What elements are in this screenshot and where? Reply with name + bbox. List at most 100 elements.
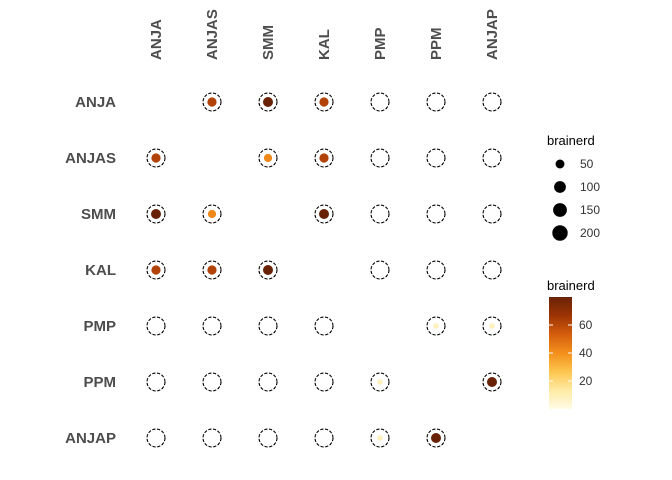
column-label-ppm: PPM [428,27,445,60]
cell-ppm-pmp [370,372,390,392]
cell-ppm-anjap [482,372,502,392]
cell-ring [370,92,390,112]
size-legend-dot [553,203,567,217]
cell-anja-anjap [482,92,502,112]
cell-ring [314,148,334,168]
cell-dot [151,153,161,163]
cell-ring [314,316,334,336]
cell-dot [377,435,383,441]
cell-dot [151,209,161,219]
cell-ring [426,148,446,168]
cell-kal-anjas [202,260,222,280]
cell-ppm-kal [314,372,334,392]
cell-dot [487,377,497,387]
cell-smm-anjas [202,204,222,224]
cell-dot [263,97,273,107]
cell-anja-smm [258,92,278,112]
color-legend-label: 20 [579,374,593,388]
cell-ring [202,316,222,336]
cell-ring [314,372,334,392]
size-legend-label: 100 [580,180,600,194]
cell-dot [207,209,217,219]
cell-anjap-anja [146,428,166,448]
cell-smm-anjap [482,204,502,224]
cell-ring [146,204,166,224]
color-legend-title: brainerd [547,278,595,293]
cell-ring [314,92,334,112]
cell-ring [482,316,502,336]
cell-kal-anjap [482,260,502,280]
cell-ring [482,204,502,224]
size-legend-dot [552,225,568,241]
cell-anja-anjas [202,92,222,112]
cell-pmp-anja [146,316,166,336]
size-legend-label: 200 [580,226,600,240]
cell-pmp-kal [314,316,334,336]
cell-smm-pmp [370,204,390,224]
column-label-anjap: ANJAP [484,9,501,60]
cell-anjas-anja [146,148,166,168]
cell-ring [258,92,278,112]
size-legend-label: 150 [580,203,600,217]
row-labels: ANJA ANJAS SMM KAL PMP PPM ANJAP [65,94,116,447]
cell-ring [482,260,502,280]
cell-ring [370,428,390,448]
cell-dot [377,379,383,385]
color-legend-label: 60 [579,318,593,332]
cell-dot [489,323,495,329]
cell-ring [146,428,166,448]
cell-ring [146,260,166,280]
cell-dot [151,265,161,275]
cell-anjap-ppm [426,428,446,448]
cell-ring [146,148,166,168]
column-label-pmp: PMP [372,27,389,60]
cell-ppm-anjas [202,372,222,392]
column-label-kal: KAL [316,29,333,60]
cell-anja-pmp [370,92,390,112]
cell-ring [258,316,278,336]
cell-anjas-pmp [370,148,390,168]
cell-kal-smm [258,260,278,280]
color-legend: brainerd 20 40 60 [547,278,595,409]
column-label-anjas: ANJAS [204,9,221,60]
cell-ring [370,148,390,168]
cell-dot [263,265,273,275]
cell-anjap-anjas [202,428,222,448]
cell-ring [426,204,446,224]
cell-pmp-smm [258,316,278,336]
size-legend: brainerd 50 100 150 200 [547,133,600,241]
cell-dot [433,323,439,329]
cell-anjap-smm [258,428,278,448]
cell-ppm-smm [258,372,278,392]
cell-dot [319,97,329,107]
column-label-anja: ANJA [148,19,165,60]
row-label-anja: ANJA [75,94,116,111]
column-label-smm: SMM [260,25,277,60]
cell-ring [258,148,278,168]
row-label-anjas: ANJAS [65,150,116,167]
cell-kal-anja [146,260,166,280]
matrix-cells [146,92,502,448]
cell-anjas-anjap [482,148,502,168]
cell-ring [314,204,334,224]
cell-ring [202,204,222,224]
cell-ring [258,372,278,392]
cell-dot [207,97,217,107]
row-label-kal: KAL [85,262,116,279]
color-legend-label: 40 [579,346,593,360]
cell-ring [202,428,222,448]
cell-dot [319,209,329,219]
cell-ring [202,260,222,280]
cell-dot [207,265,217,275]
cell-ring [426,92,446,112]
cell-anja-kal [314,92,334,112]
color-legend-bar [549,297,572,409]
cell-anjas-kal [314,148,334,168]
cell-smm-ppm [426,204,446,224]
row-label-anjap: ANJAP [65,430,116,447]
cell-ring [426,260,446,280]
cell-ring [370,260,390,280]
cell-ppm-anja [146,372,166,392]
cell-anjap-kal [314,428,334,448]
